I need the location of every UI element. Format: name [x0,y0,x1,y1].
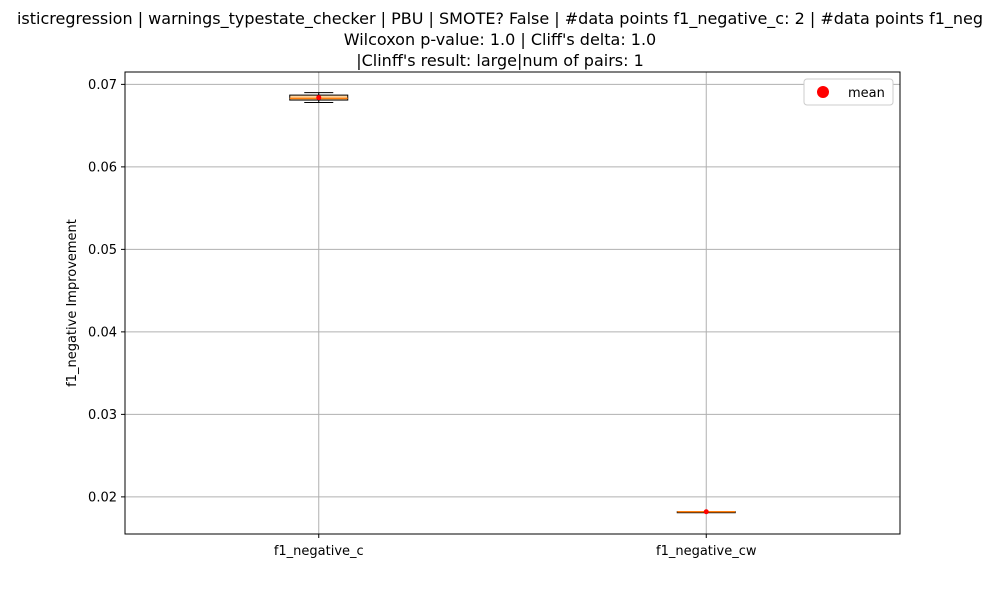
y-tick-label: 0.07 [88,78,117,93]
mean-point [316,95,322,101]
legend-mean-label: mean [848,86,885,101]
grid [125,72,900,534]
y-tick-label: 0.02 [88,490,117,505]
boxes [289,92,736,515]
legend-frame [803,78,894,106]
y-tick-label: 0.04 [88,325,117,340]
x-tick-label: f1_negative_cw [656,544,757,559]
legend: mean [803,78,894,106]
y-axis-label: f1_negative Improvement [65,219,80,387]
box-f1_negative_cw [676,509,736,515]
plot-area [124,71,901,535]
ticks: 0.02 0.03 0.04 0.05 0.06 0.07 f1_negative_c f1_… [88,78,757,559]
chart-title: isticregression | warnings_typestate_che… [0,8,1000,71]
box-f1_negative_c [289,92,349,104]
title-line-1: isticregression | warnings_typestate_che… [16,9,984,28]
y-tick-label: 0.05 [88,243,117,258]
title-line-3: |Clinff's result: large|num of pairs: 1 [356,51,644,70]
x-tick-label: f1_negative_c [274,544,364,559]
mean-point [703,509,709,515]
legend-mean-marker [817,86,829,98]
title-line-2: Wilcoxon p-value: 1.0 | Cliff's delta: 1… [343,30,657,49]
y-tick-label: 0.06 [88,160,117,175]
y-tick-label: 0.03 [88,408,117,423]
